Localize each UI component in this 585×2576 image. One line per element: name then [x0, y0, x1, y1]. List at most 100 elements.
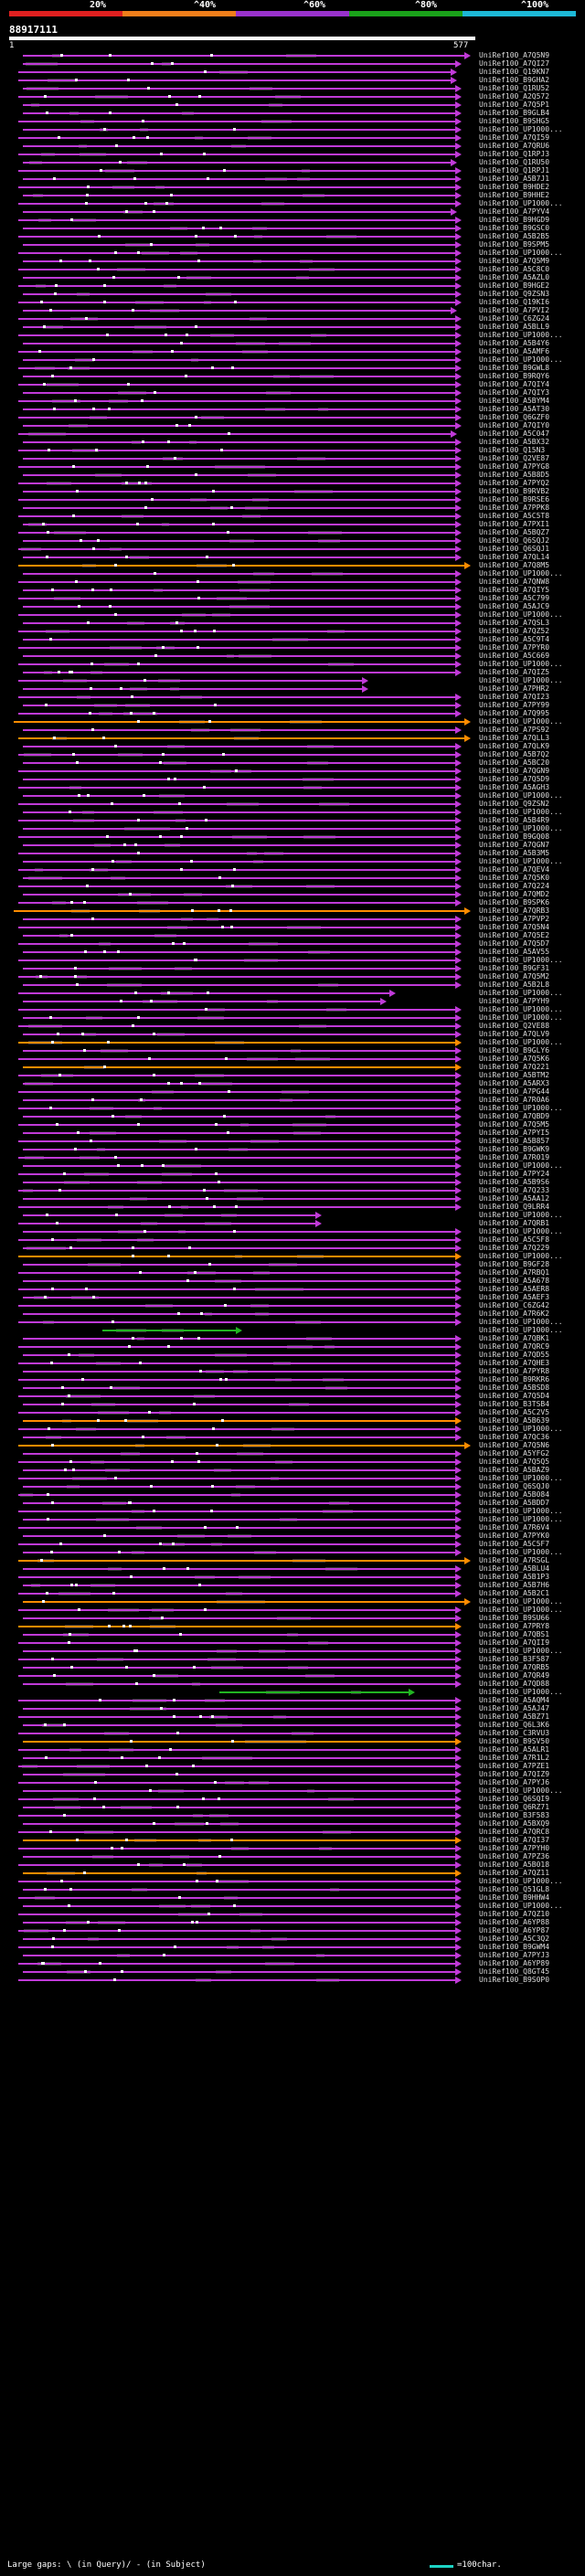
hit-label[interactable]: UniRef100_UP1000... [479, 355, 563, 364]
hit-label[interactable]: UniRef100_Q2VE87 [479, 454, 550, 462]
hit-row[interactable]: UniRef100_B9SPM5 [0, 240, 585, 249]
hit-row[interactable]: UniRef100_A5BAZ9 [0, 1466, 585, 1474]
hit-label[interactable]: UniRef100_Q1RPJ3 [479, 150, 550, 158]
hit-label[interactable]: UniRef100_A7QLL3 [479, 734, 550, 742]
hit-label[interactable]: UniRef100_UP1000... [479, 331, 563, 339]
hit-row[interactable]: UniRef100_A7QRB1 [0, 1219, 585, 1227]
hit-label[interactable]: UniRef100_A7QRU6 [479, 142, 550, 150]
hit-row[interactable]: UniRef100_UP1000... [0, 1786, 585, 1795]
hit-row[interactable]: UniRef100_UP1000... [0, 1548, 585, 1556]
hit-label[interactable]: UniRef100_A7QD88 [479, 1680, 550, 1688]
hit-label[interactable]: UniRef100_B9HDE2 [479, 183, 550, 191]
hit-label[interactable]: UniRef100_Q6SQJ0 [479, 1482, 550, 1490]
hit-row[interactable]: UniRef100_A5B018 [0, 1860, 585, 1869]
hit-row[interactable]: UniRef100_A5BX32 [0, 438, 585, 446]
hit-row[interactable]: UniRef100_UP1000... [0, 1902, 585, 1910]
hit-row[interactable]: UniRef100_A5BDD7 [0, 1499, 585, 1507]
hit-row[interactable]: UniRef100_A5BZ71 [0, 1712, 585, 1721]
hit-row[interactable]: UniRef100_A7Q233 [0, 1186, 585, 1194]
hit-row[interactable]: UniRef100_A7QRC9 [0, 1342, 585, 1351]
hit-label[interactable]: UniRef100_UP1000... [479, 1425, 563, 1433]
hit-row[interactable]: UniRef100_A5C799 [0, 594, 585, 602]
hit-label[interactable]: UniRef100_Q8GT45 [479, 1967, 550, 1976]
hit-row[interactable]: UniRef100_UP1000... [0, 355, 585, 364]
hit-row[interactable]: UniRef100_UP1000... [0, 1252, 585, 1260]
hit-label[interactable]: UniRef100_UP1000... [479, 1786, 563, 1795]
hit-row[interactable]: UniRef100_Q1RU50 [0, 158, 585, 166]
hit-label[interactable]: UniRef100_B9GSC0 [479, 224, 550, 232]
hit-label[interactable]: UniRef100_Q6L3K6 [479, 1721, 550, 1729]
hit-row[interactable]: UniRef100_A7Q8M5 [0, 561, 585, 569]
hit-row[interactable]: UniRef100_A5B2L8 [0, 981, 585, 989]
hit-label[interactable]: UniRef100_A5YFG2 [479, 1449, 550, 1458]
hit-row[interactable]: UniRef100_Q6RZ71 [0, 1803, 585, 1811]
hit-label[interactable]: UniRef100_UP1000... [479, 808, 563, 816]
hit-row[interactable]: UniRef100_A7Q229 [0, 1244, 585, 1252]
hit-label[interactable]: UniRef100_A7PYH9 [479, 997, 550, 1005]
hit-row[interactable]: UniRef100_UP1000... [0, 1688, 585, 1696]
hit-label[interactable]: UniRef100_A7PYG8 [479, 462, 550, 471]
hit-row[interactable]: UniRef100_A5AER8 [0, 1285, 585, 1293]
hit-row[interactable]: UniRef100_A7QLK9 [0, 742, 585, 750]
hit-label[interactable]: UniRef100_A5C8C0 [479, 265, 550, 273]
hit-row[interactable]: UniRef100_A7QHE3 [0, 1359, 585, 1367]
hit-label[interactable]: UniRef100_A5B2C1 [479, 1589, 550, 1597]
hit-label[interactable]: UniRef100_B3TSB4 [479, 1400, 550, 1408]
hit-label[interactable]: UniRef100_A7Q5D4 [479, 1392, 550, 1400]
hit-label[interactable]: UniRef100_A7QZ11 [479, 1869, 550, 1877]
hit-label[interactable]: UniRef100_UP1000... [479, 824, 563, 832]
hit-label[interactable]: UniRef100_A5BX32 [479, 438, 550, 446]
hit-row[interactable]: UniRef100_Q6SQJ2 [0, 536, 585, 545]
hit-label[interactable]: UniRef100_UP1000... [479, 199, 563, 207]
hit-label[interactable]: UniRef100_B9SHG5 [479, 117, 550, 125]
hit-label[interactable]: UniRef100_A7QIY5 [479, 586, 550, 594]
hit-row[interactable]: UniRef100_Q2VE87 [0, 454, 585, 462]
hit-row[interactable]: UniRef100_A7Q5Q5 [0, 1458, 585, 1466]
hit-label[interactable]: UniRef100_UP1000... [479, 1606, 563, 1614]
hit-label[interactable]: UniRef100_A7Q224 [479, 882, 550, 890]
hit-label[interactable]: UniRef100_B9SU66 [479, 1614, 550, 1622]
hit-row[interactable]: UniRef100_Q6SQI9 [0, 1795, 585, 1803]
hit-row[interactable]: UniRef100_A6YP87 [0, 1926, 585, 1935]
hit-row[interactable]: UniRef100_A5B7J1 [0, 175, 585, 183]
hit-label[interactable]: UniRef100_A7QRB3 [479, 906, 550, 915]
hit-row[interactable]: UniRef100_B9RVB2 [0, 487, 585, 495]
hit-row[interactable]: UniRef100_UP1000... [0, 1474, 585, 1482]
hit-label[interactable]: UniRef100_A7Q5N4 [479, 923, 550, 931]
hit-label[interactable]: UniRef100_A5B7Q2 [479, 750, 550, 758]
hit-label[interactable]: UniRef100_B3F587 [479, 1655, 550, 1663]
hit-row[interactable]: UniRef100_UP1000... [0, 956, 585, 964]
hit-row[interactable]: UniRef100_A7QI37 [0, 1836, 585, 1844]
hit-row[interactable]: UniRef100_A7PY24 [0, 1170, 585, 1178]
hit-label[interactable]: UniRef100_A2Q572 [479, 92, 550, 101]
hit-row[interactable]: UniRef100_B9GSC0 [0, 224, 585, 232]
hit-label[interactable]: UniRef100_A7QIY3 [479, 388, 550, 397]
hit-label[interactable]: UniRef100_UP1000... [479, 610, 563, 619]
hit-row[interactable]: UniRef100_A7QD88 [0, 1680, 585, 1688]
hit-label[interactable]: UniRef100_A7QBK1 [479, 1334, 550, 1342]
hit-label[interactable]: UniRef100_A6YP89 [479, 1959, 550, 1967]
hit-row[interactable]: UniRef100_A7PYJ6 [0, 1778, 585, 1786]
hit-row[interactable]: UniRef100_Q1RPJ3 [0, 150, 585, 158]
hit-row[interactable]: UniRef100_A2Q572 [0, 92, 585, 101]
hit-label[interactable]: UniRef100_UP1000... [479, 717, 563, 726]
hit-row[interactable]: UniRef100_Q2VE88 [0, 1022, 585, 1030]
hit-label[interactable]: UniRef100_A7QZ10 [479, 1910, 550, 1918]
hit-row[interactable]: UniRef100_A7Q5N6 [0, 1441, 585, 1449]
hit-label[interactable]: UniRef100_A7QIY4 [479, 380, 550, 388]
hit-row[interactable]: UniRef100_UP1000... [0, 1038, 585, 1046]
hit-row[interactable]: UniRef100_A7PYR8 [0, 1367, 585, 1375]
hit-row[interactable]: UniRef100_A5B639 [0, 1416, 585, 1425]
hit-row[interactable]: UniRef100_A7QZ52 [0, 627, 585, 635]
hit-row[interactable]: UniRef100_A7PYG8 [0, 462, 585, 471]
hit-row[interactable]: UniRef100_A7PS92 [0, 726, 585, 734]
hit-row[interactable]: UniRef100_A5B857 [0, 1137, 585, 1145]
hit-row[interactable]: UniRef100_A7PYH0 [0, 1844, 585, 1852]
hit-label[interactable]: UniRef100_A7PYQ2 [479, 479, 550, 487]
hit-row[interactable]: UniRef100_A7QMD2 [0, 890, 585, 898]
hit-row[interactable]: UniRef100_C6ZG42 [0, 1301, 585, 1309]
hit-row[interactable]: UniRef100_A7Q5D9 [0, 775, 585, 783]
hit-row[interactable]: UniRef100_B9SU66 [0, 1614, 585, 1622]
hit-row[interactable]: UniRef100_B9GWM4 [0, 1943, 585, 1951]
hit-row[interactable]: UniRef100_Q19KI6 [0, 298, 585, 306]
